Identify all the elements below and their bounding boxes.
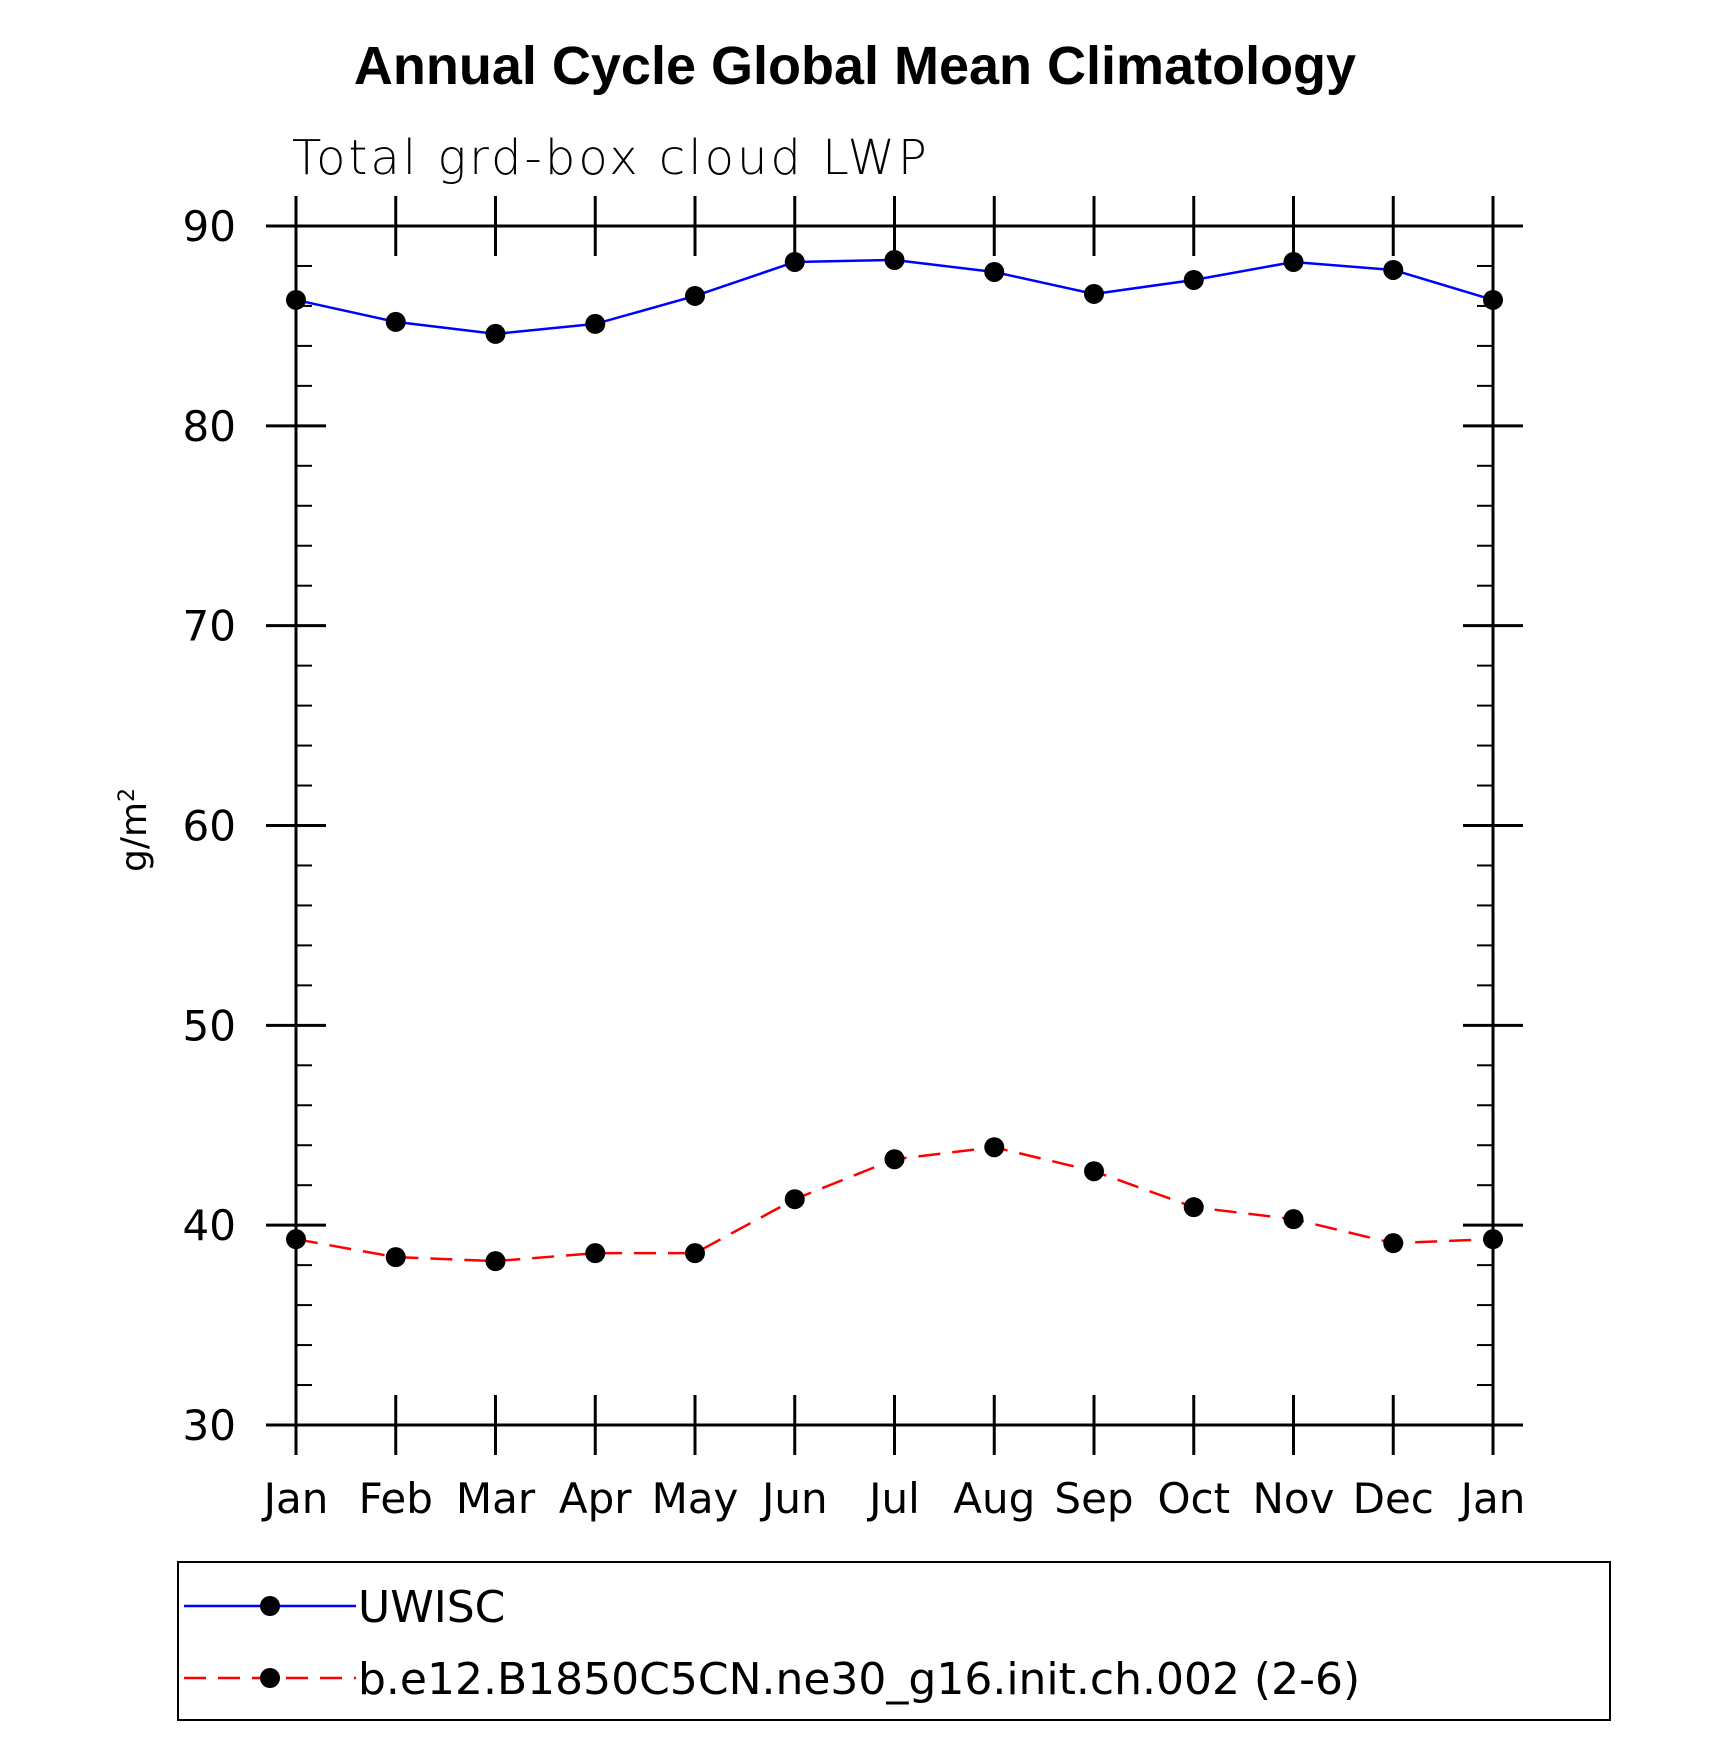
y-tick-label: 30 [183,1401,236,1450]
data-point [685,1243,705,1264]
x-tick-label: Nov [1253,1474,1335,1523]
data-point [485,1251,506,1272]
x-tick-label: Dec [1353,1474,1434,1523]
svg-text:g/m2: g/m2 [114,788,155,872]
legend-box [177,1561,1611,1721]
chart-title: Annual Cycle Global Mean Climatology [354,36,1356,96]
x-tick-label: Jun [759,1474,828,1523]
data-point [1483,1229,1503,1250]
x-tick-label: Jan [261,1474,329,1523]
legend: UWISC b.e12.B1850C5CN.ne30_g16.init.ch.00… [177,1561,1611,1721]
data-point [286,289,306,310]
data-point [984,261,1005,282]
data-point [1183,269,1204,290]
data-point [1483,289,1503,310]
data-point [685,285,705,306]
data-point [1183,1197,1204,1218]
y-tick-label: 40 [183,1201,236,1250]
y-axis-label-text: g/m [114,802,155,872]
data-point [1084,283,1104,304]
data-point [385,1247,406,1268]
data-point [984,1137,1005,1158]
data-point [286,1229,306,1250]
data-point [1084,1161,1104,1182]
legend-item: b.e12.B1850C5CN.ne30_g16.init.ch.002 (2-… [184,1654,1360,1705]
x-tick-label: May [652,1474,739,1523]
chart-subtitle: Total grd-box cloud LWP [292,130,930,186]
plot-frame [294,224,1495,1427]
data-point [884,249,905,270]
data-point [784,1189,805,1210]
legend-marker [260,1668,280,1688]
x-tick-label: Aug [953,1474,1035,1523]
legend-marker [260,1596,280,1616]
x-tick-label: Sep [1054,1474,1133,1523]
data-point [585,313,606,334]
y-tick-label: 70 [183,602,236,651]
data-point [884,1149,905,1170]
legend-label: b.e12.B1850C5CN.ne30_g16.init.ch.002 (2-… [358,1654,1360,1705]
data-point [385,311,406,332]
axes: Jan Feb Mar Apr May Jun Jul Aug Sep Oct Nov Dec Jan 3… [183,196,1526,1523]
y-axis-label: g/m2 [114,788,155,872]
y-axis-label-superscript: 2 [115,788,140,802]
y-tick-label: 90 [183,202,236,251]
legend-label: UWISC [358,1582,505,1633]
y-tick-label: 80 [183,402,236,451]
y-tick-label: 60 [183,802,236,851]
series-1 [286,249,1503,344]
series-2 [286,1137,1503,1272]
x-tick-label: Oct [1157,1474,1230,1523]
data-point [1283,251,1304,272]
legend-item: UWISC [184,1582,505,1633]
data-point [1383,259,1404,280]
data-point [585,1243,606,1264]
x-tick-label: Apr [559,1474,632,1523]
series-layer [286,249,1503,1272]
legend-items: UWISC b.e12.B1850C5CN.ne30_g16.init.ch.00… [184,1582,1360,1705]
data-point [1283,1209,1304,1230]
x-tick-label: Jan [1458,1474,1526,1523]
y-tick-label: 50 [183,1001,236,1050]
series-line [295,258,1494,336]
x-tick-label: Feb [359,1474,433,1523]
data-point [1383,1233,1404,1254]
x-tick-label: Jul [866,1474,920,1523]
x-tick-label: Mar [456,1474,536,1523]
data-point [784,251,805,272]
data-point [485,323,506,344]
